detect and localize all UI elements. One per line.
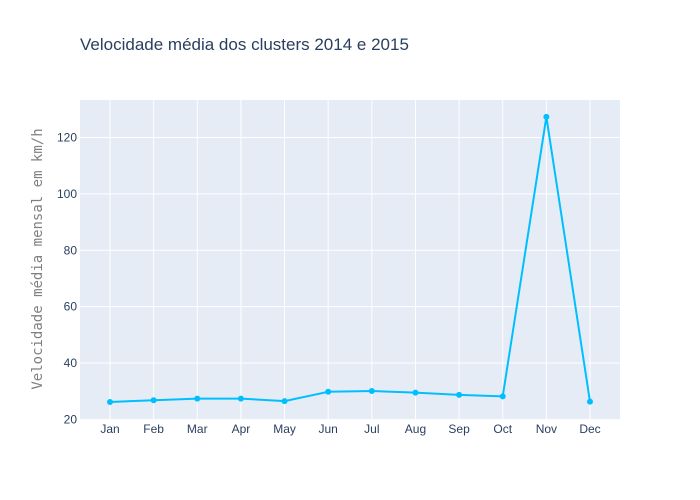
x-tick-label: Mar bbox=[187, 422, 208, 436]
y-axis-title: Velocidade média mensal em km/h bbox=[30, 128, 46, 389]
y-tick-label: 120 bbox=[57, 130, 77, 144]
data-point[interactable] bbox=[543, 113, 550, 120]
y-tick-label: 40 bbox=[64, 356, 78, 370]
data-point[interactable] bbox=[281, 398, 288, 405]
plot-background bbox=[80, 100, 620, 420]
data-point[interactable] bbox=[499, 393, 506, 400]
series-line bbox=[109, 115, 591, 403]
series-layer bbox=[107, 113, 593, 405]
data-point[interactable] bbox=[587, 398, 593, 405]
data-point[interactable] bbox=[194, 395, 201, 402]
x-tick-label: Nov bbox=[536, 422, 557, 436]
x-tick-label: Dec bbox=[579, 422, 600, 436]
data-point[interactable] bbox=[107, 398, 113, 405]
data-point[interactable] bbox=[325, 388, 332, 395]
y-tick-label: 60 bbox=[64, 300, 78, 314]
data-point[interactable] bbox=[237, 395, 244, 402]
x-tick-label: Oct bbox=[493, 422, 512, 436]
x-tick-label: Jun bbox=[319, 422, 338, 436]
y-axis-ticks: 20 40 60 80 100 120 bbox=[57, 130, 77, 426]
x-tick-label: Sep bbox=[448, 422, 470, 436]
x-axis-ticks: Jan Feb Mar Apr May Jun Jul Aug Sep Oct Nov Dec bbox=[100, 422, 600, 436]
grid bbox=[80, 100, 620, 420]
y-tick-label: 80 bbox=[64, 243, 78, 257]
data-point[interactable] bbox=[456, 391, 463, 398]
x-tick-label: May bbox=[273, 422, 296, 436]
x-tick-label: Aug bbox=[405, 422, 426, 436]
y-tick-label: 20 bbox=[64, 412, 78, 426]
y-tick-label: 100 bbox=[57, 187, 77, 201]
x-tick-label: Jul bbox=[364, 422, 379, 436]
data-point[interactable] bbox=[368, 387, 375, 394]
data-point[interactable] bbox=[412, 389, 419, 396]
x-tick-label: Apr bbox=[232, 422, 251, 436]
x-tick-label: Jan bbox=[100, 422, 119, 436]
data-point[interactable] bbox=[150, 397, 157, 404]
x-tick-label: Feb bbox=[143, 422, 164, 436]
chart-title: Velocidade média dos clusters 2014 e 201… bbox=[80, 35, 409, 54]
